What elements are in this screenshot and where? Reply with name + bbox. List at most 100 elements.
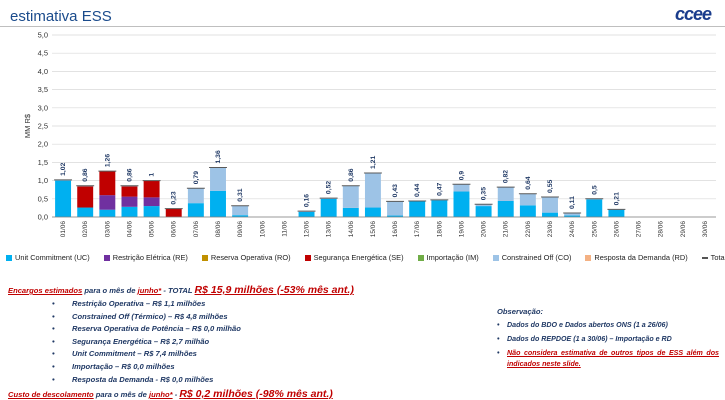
bar-segment-uc [542, 212, 558, 217]
observacao-list: Dados do BDO e Dados abertos ONS (1 a 26… [497, 320, 719, 370]
total-data-label: 1,36 [215, 150, 222, 163]
total-data-label: 0,82 [503, 170, 510, 183]
bar-segment-uc [586, 199, 603, 217]
bar-segment-uc [497, 200, 514, 217]
bar-segment-se [99, 171, 116, 196]
x-tick-label: 06/06 [171, 221, 178, 238]
encargos-total-value: R$ 15,9 milhões (-53% mês ant.) [194, 284, 354, 296]
total-data-label: 0,44 [414, 184, 421, 197]
x-tick-label: 19/06 [458, 221, 465, 238]
legend-item-re: Restrição Elétrica (RE) [103, 253, 188, 262]
x-tick-label: 17/06 [414, 221, 421, 238]
y-tick-label: 3,5 [38, 85, 48, 94]
y-tick-label: 2,0 [38, 140, 48, 149]
custo-month: junho* [148, 390, 173, 399]
bar-segment-uc [121, 206, 138, 217]
total-data-label: 1,26 [104, 154, 111, 167]
total-data-label: 0,11 [569, 196, 576, 209]
encargos-month: junho* [137, 286, 162, 295]
list-item: Restrição Operativa – R$ 1,1 milhões [52, 298, 241, 311]
x-tick-label: 02/06 [82, 221, 89, 238]
total-data-label: 0,86 [348, 168, 355, 181]
custo-mid: para o mês de [93, 390, 149, 399]
observacao-box: Observação: Dados do BDO e Dados abertos… [497, 307, 719, 373]
bar-segment-uc [342, 207, 359, 217]
bar-segment-co [387, 201, 404, 216]
bar-segment-uc [453, 191, 470, 217]
bar-segment-co [342, 185, 359, 208]
custo-dash: - [172, 390, 180, 399]
y-tick-label: 1,0 [38, 176, 48, 185]
observacao-title: Observação: [497, 307, 544, 316]
x-tick-label: 14/06 [348, 221, 355, 238]
y-tick-label: 4,0 [38, 67, 48, 76]
legend-item-ro: Reserva Operativa (RO) [201, 253, 291, 262]
x-tick-label: 12/06 [304, 221, 311, 238]
x-tick-label: 11/06 [281, 221, 288, 237]
list-item: Segurança Energética – R$ 2,7 milhão [52, 336, 241, 349]
x-tick-label: 16/06 [392, 221, 399, 238]
list-item: Constrained Off (Térmico) – R$ 4,8 milhõ… [52, 311, 241, 324]
bar-segment-uc [409, 200, 426, 217]
bar-segment-co [187, 188, 204, 204]
observacao-item: Dados do REPDOE (1 a 30/06) – Importação… [497, 334, 719, 345]
legend-swatch-im [417, 254, 424, 261]
encargos-breakdown-list: Restrição Operativa – R$ 1,1 milhões Con… [52, 298, 241, 386]
bar-segment-uc [77, 207, 94, 217]
y-tick-label: 2,5 [38, 122, 48, 131]
bar-segment-uc [143, 206, 160, 217]
x-tick-label: 10/06 [259, 221, 266, 238]
bar-segment-se [165, 208, 182, 217]
total-data-label: 0,47 [436, 182, 443, 195]
encargos-prefix: Encargos estimados [8, 286, 83, 295]
title-divider [0, 26, 725, 27]
observacao-item: Dados do BDO e Dados abertos ONS (1 a 26… [497, 320, 719, 331]
legend-item-se: Segurança Energética (SE) [304, 253, 404, 262]
list-item: Resposta da Demanda - R$ 0,0 milhões [52, 374, 241, 387]
y-tick-label: 0,0 [38, 213, 48, 222]
bar-segment-se [143, 180, 160, 198]
bar-segment-uc [187, 203, 204, 217]
legend-swatch-se [304, 254, 311, 261]
total-data-label: 0,86 [82, 168, 89, 181]
encargos-summary: Encargos estimados para o mês de junho* … [8, 284, 354, 296]
x-tick-label: 29/06 [680, 221, 687, 238]
total-data-label: 0,55 [547, 180, 554, 193]
legend-label-im: Importação (IM) [426, 253, 479, 262]
bar-segment-uc [99, 209, 116, 217]
bar-segment-uc [475, 206, 492, 217]
bar-segment-uc [519, 205, 536, 217]
list-item: Unit Commitment – R$ 7,4 milhões [52, 348, 241, 361]
bar-segment-uc [210, 190, 226, 217]
encargos-dash-total: - TOTAL [161, 286, 195, 295]
bar-segment-uc [55, 180, 72, 217]
total-data-label: 1,02 [60, 162, 67, 175]
total-data-label: 0,31 [237, 188, 244, 201]
x-tick-label: 22/06 [525, 221, 532, 238]
custo-value: R$ 0,2 milhões (-98% mês ant.) [179, 388, 333, 400]
legend-swatch-rd [585, 254, 592, 261]
total-data-label: 0,9 [458, 171, 465, 181]
custo-descolamento-summary: Custo de descolamento para o mês de junh… [8, 388, 333, 400]
bar-segment-uc [387, 215, 404, 217]
bar-segment-co [232, 205, 249, 216]
x-tick-label: 27/06 [636, 221, 643, 238]
legend-item-rd: Resposta da Demanda (RD) [585, 253, 688, 262]
legend-item-co: Constrained Off (CO) [492, 253, 571, 262]
bar-segment-uc [298, 211, 315, 217]
total-data-label: 0,16 [304, 194, 311, 207]
list-item: Importação – R$ 0,0 milhões [52, 361, 241, 374]
bar-segment-uc [431, 200, 448, 217]
bar-segment-re [143, 197, 160, 207]
x-tick-label: 26/06 [613, 221, 620, 238]
page-title: estimativa ESS [10, 8, 112, 25]
legend-swatch-re [103, 254, 110, 261]
bar-segment-co [364, 172, 381, 208]
x-tick-label: 24/06 [569, 221, 576, 238]
x-tick-label: 18/06 [436, 221, 443, 238]
bar-segment-se [77, 186, 94, 208]
y-axis-label: MM R$ [23, 113, 32, 138]
legend-item-im: Importação (IM) [417, 253, 479, 262]
legend-label-rd: Resposta da Demanda (RD) [594, 253, 688, 262]
bar-segment-co [564, 212, 581, 216]
